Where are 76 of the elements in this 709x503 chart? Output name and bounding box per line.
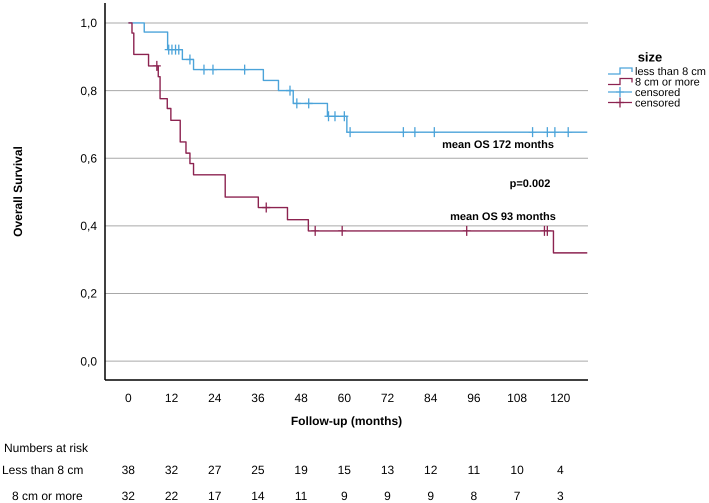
legend-label: 8 cm or more bbox=[635, 76, 700, 88]
text: 11 bbox=[294, 489, 308, 503]
point bbox=[262, 202, 271, 214]
y-tick-label: 0,4 bbox=[80, 219, 98, 234]
point bbox=[185, 54, 195, 66]
x-tick-label: 72 bbox=[380, 391, 395, 406]
point bbox=[345, 126, 355, 138]
point bbox=[550, 126, 560, 138]
point bbox=[240, 64, 250, 76]
point bbox=[564, 126, 573, 138]
x-tick-label: 12 bbox=[164, 391, 179, 406]
text: 19 bbox=[294, 463, 308, 478]
x-tick-label: 84 bbox=[424, 391, 438, 406]
text: 13 bbox=[380, 463, 394, 478]
text: 38 bbox=[122, 463, 136, 478]
text: Numbers at risk bbox=[4, 441, 90, 456]
x-tick-label: 36 bbox=[251, 391, 265, 406]
x-tick-label: 60 bbox=[338, 391, 352, 406]
point bbox=[152, 60, 162, 72]
point bbox=[330, 110, 340, 122]
point bbox=[324, 110, 334, 122]
text: 9 bbox=[427, 489, 434, 503]
point bbox=[285, 84, 295, 96]
y-tick-label: 0,8 bbox=[80, 84, 98, 98]
text: 15 bbox=[338, 463, 352, 478]
text: 3 bbox=[556, 489, 564, 503]
x-axis-title: Follow-up (months) bbox=[290, 414, 402, 428]
text: 7 bbox=[514, 489, 521, 503]
y-tick-label: 1,0 bbox=[80, 16, 98, 30]
text: 22 bbox=[164, 489, 178, 503]
point bbox=[340, 110, 349, 122]
text: 32 bbox=[122, 489, 136, 503]
y-tick-label: 0,0 bbox=[80, 354, 98, 368]
point bbox=[542, 126, 552, 138]
y-tick-label: 0,2 bbox=[80, 286, 98, 301]
text: 32 bbox=[164, 463, 178, 478]
legend-label: censored bbox=[635, 86, 680, 99]
point bbox=[208, 64, 218, 76]
point bbox=[430, 126, 439, 138]
point bbox=[462, 225, 472, 237]
x-tick-label: 48 bbox=[294, 391, 308, 406]
annotation: mean OS 93 months bbox=[450, 210, 556, 223]
text: 8 cm or more bbox=[12, 489, 84, 503]
point bbox=[310, 225, 320, 237]
legend-label: less than 8 cm bbox=[635, 66, 706, 78]
x-tick-label: 96 bbox=[467, 391, 481, 406]
annotation: mean OS 172 months bbox=[442, 138, 554, 151]
text: 27 bbox=[208, 463, 222, 478]
point bbox=[528, 126, 538, 138]
point bbox=[338, 225, 347, 237]
text: Less than 8 cm bbox=[2, 463, 84, 478]
point bbox=[304, 98, 314, 110]
text: 12 bbox=[424, 463, 438, 478]
text: 17 bbox=[208, 489, 222, 503]
y-tick-label: 0,6 bbox=[80, 151, 98, 166]
x-tick-label: 0 bbox=[125, 391, 132, 406]
point bbox=[542, 225, 552, 237]
text: 9 bbox=[384, 489, 392, 503]
x-tick-label: 108 bbox=[507, 391, 528, 406]
y-axis-title: Overall Survival bbox=[11, 146, 25, 237]
text: 9 bbox=[340, 489, 348, 503]
point bbox=[292, 98, 302, 110]
text: 14 bbox=[251, 489, 265, 503]
x-tick-label: 120 bbox=[550, 391, 571, 406]
text: 11 bbox=[468, 463, 480, 478]
legend-label: censored bbox=[635, 97, 680, 110]
x-tick-label: 24 bbox=[208, 391, 222, 406]
point bbox=[199, 64, 209, 76]
text: 4 bbox=[556, 463, 564, 478]
annotation: p=0.002 bbox=[510, 178, 550, 190]
text: 25 bbox=[251, 463, 265, 478]
point bbox=[410, 126, 420, 138]
legend-title: size bbox=[638, 50, 662, 65]
point bbox=[398, 126, 408, 138]
text: 8 bbox=[470, 489, 478, 503]
text: 10 bbox=[510, 463, 524, 478]
